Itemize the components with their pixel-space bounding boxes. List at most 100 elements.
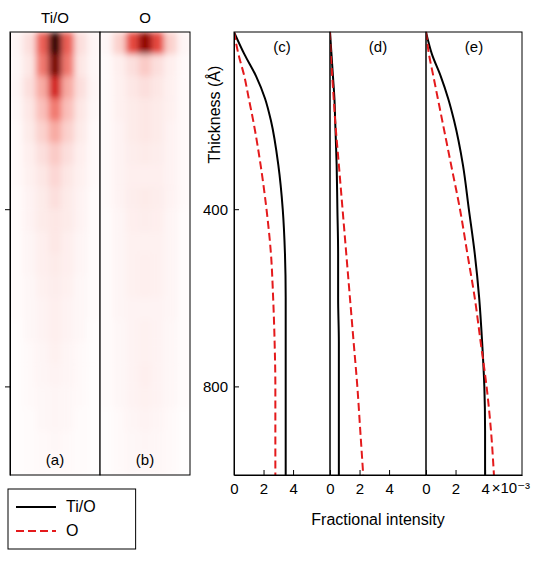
cell: [177, 364, 190, 387]
tick: [5, 209, 10, 210]
cell: [126, 386, 139, 409]
cell: [49, 209, 62, 232]
cell: [87, 231, 100, 254]
cell: [10, 453, 23, 475]
cell: [113, 209, 126, 232]
heatmap: [10, 32, 100, 475]
series-line: [426, 32, 485, 475]
cell: [61, 386, 74, 409]
cell: [164, 342, 177, 365]
cell: [177, 209, 190, 232]
tick-label: 2: [452, 480, 460, 497]
cell: [87, 209, 100, 232]
tick-mark: [456, 470, 457, 475]
cell: [139, 320, 152, 343]
cell: [49, 54, 62, 77]
cell: [36, 143, 49, 166]
cell: [87, 143, 100, 166]
cell: [74, 386, 87, 409]
cell: [23, 453, 36, 475]
cell: [36, 209, 49, 232]
figure-svg: Ti/O(a)O(b)024400800(c)Thickness (Å)Ti/O…: [0, 0, 540, 571]
cell: [139, 409, 152, 432]
figure: Ti/O(a)O(b)024400800(c)Thickness (Å)Ti/O…: [0, 0, 540, 571]
cell: [49, 409, 62, 432]
tick-mark: [293, 470, 294, 475]
cell: [74, 342, 87, 365]
cell: [10, 386, 23, 409]
cell: [113, 187, 126, 210]
cell: [87, 431, 100, 454]
cell: [126, 98, 139, 121]
series-line: [234, 32, 275, 475]
cell: [126, 298, 139, 321]
tick-mark: [330, 470, 331, 475]
cell: [113, 54, 126, 77]
cell: [61, 98, 74, 121]
cell: [113, 76, 126, 99]
cell: [23, 431, 36, 454]
cell: [87, 76, 100, 99]
cell: [61, 209, 74, 232]
legend-key: [16, 530, 56, 532]
cell: [87, 121, 100, 144]
cell: [126, 320, 139, 343]
cell: [151, 298, 164, 321]
legend-key: [16, 506, 56, 508]
cell: [10, 165, 23, 188]
tick-mark: [234, 386, 239, 387]
cell: [151, 76, 164, 99]
cell: [61, 32, 74, 55]
cell: [139, 231, 152, 254]
cell: [61, 143, 74, 166]
cell: [87, 165, 100, 188]
y-axis-title: Thickness (Å): [205, 66, 223, 164]
cell: [87, 342, 100, 365]
cell: [151, 409, 164, 432]
cell: [10, 431, 23, 454]
panel-letter: (a): [46, 451, 64, 468]
cell: [61, 187, 74, 210]
cell: [177, 165, 190, 188]
panel-frame: [10, 32, 100, 475]
lines: [330, 32, 363, 475]
tick: 4: [481, 470, 489, 497]
cell: [164, 298, 177, 321]
cell: [100, 76, 113, 99]
cell: [87, 409, 100, 432]
tick: 800: [203, 378, 239, 395]
cell: [100, 409, 113, 432]
cell: [113, 342, 126, 365]
axis-line: [427, 475, 523, 476]
cell: [126, 431, 139, 454]
cell: [164, 121, 177, 144]
cell: [10, 254, 23, 277]
cell: [151, 254, 164, 277]
cell: [23, 386, 36, 409]
tick-label: 2: [260, 480, 268, 497]
cell: [74, 54, 87, 77]
cell: [74, 364, 87, 387]
tick-mark: [389, 470, 390, 475]
cell: [87, 298, 100, 321]
cell: [151, 231, 164, 254]
cell: [61, 409, 74, 432]
cell: [151, 54, 164, 77]
cell: [23, 342, 36, 365]
cell: [49, 320, 62, 343]
cell: [74, 98, 87, 121]
cell: [49, 121, 62, 144]
tick-mark: [485, 470, 486, 475]
cell: [100, 342, 113, 365]
cell: [100, 431, 113, 454]
cell: [10, 121, 23, 144]
cell: [74, 32, 87, 55]
cell: [61, 121, 74, 144]
cell: [49, 165, 62, 188]
cell: [126, 364, 139, 387]
cell: [23, 76, 36, 99]
tick-label: 0: [422, 480, 430, 497]
cell: [100, 453, 113, 475]
cell: [126, 143, 139, 166]
cell: [87, 276, 100, 299]
